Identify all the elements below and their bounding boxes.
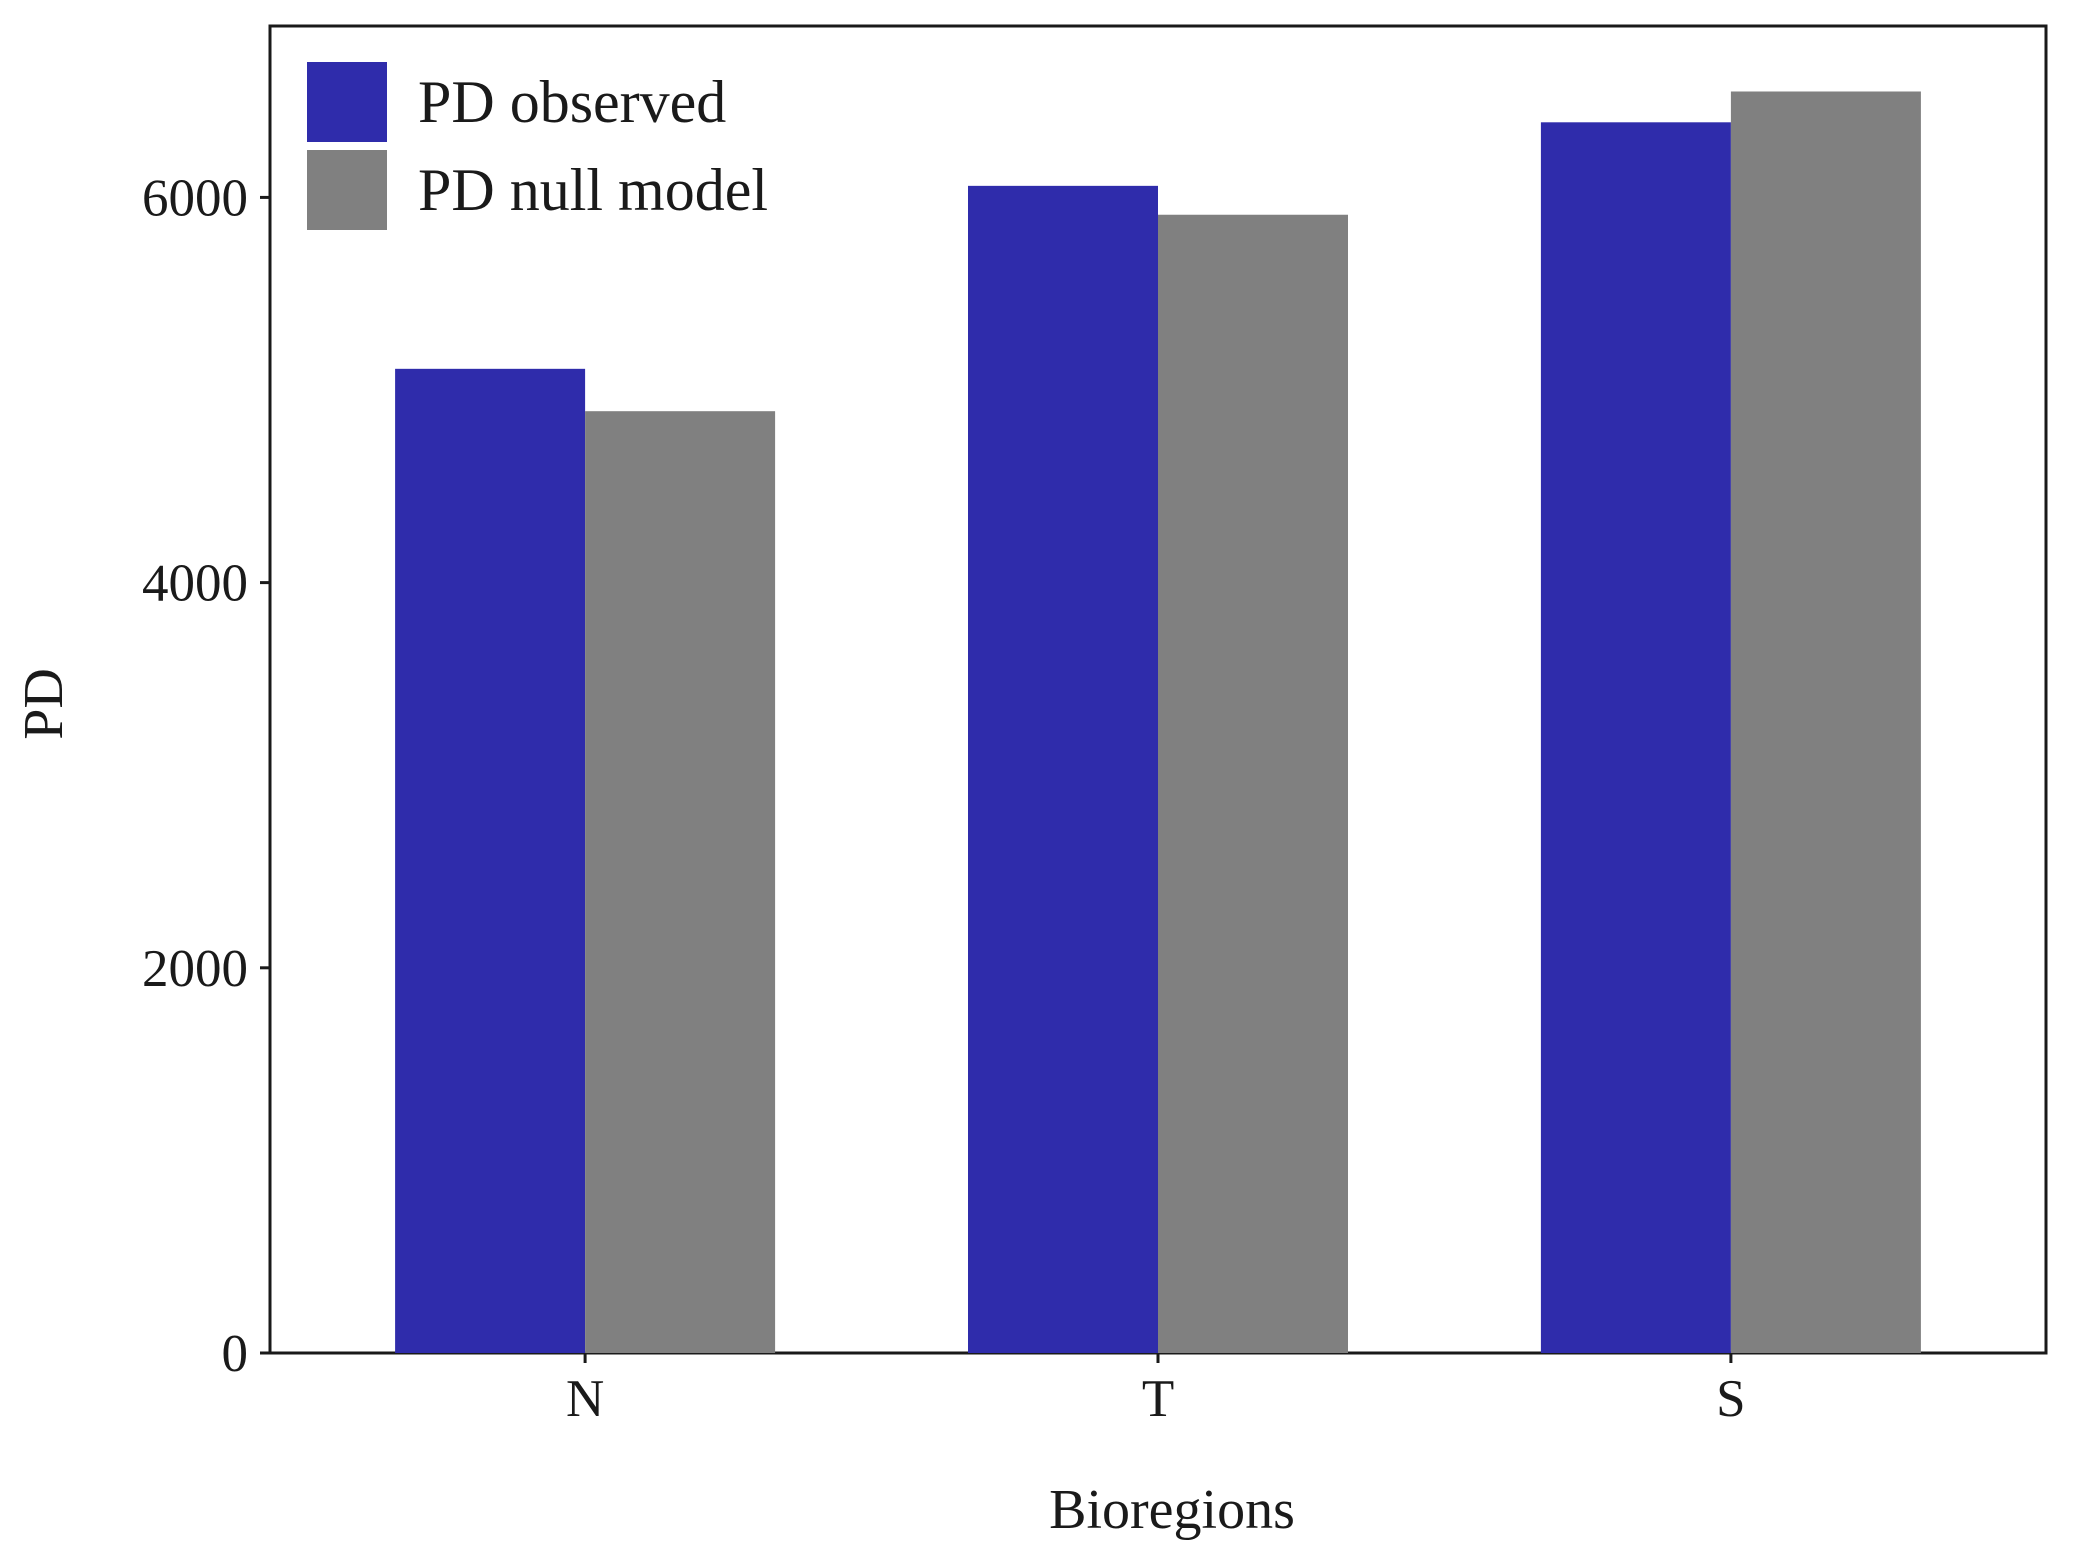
bar-S-null-model: [1730, 91, 1921, 1354]
y-axis: 0 2000 4000 6000: [142, 169, 270, 1383]
legend: PD observed PD null model: [307, 62, 768, 230]
legend-label: PD observed: [418, 69, 726, 135]
y-tick-label: 4000: [142, 555, 248, 613]
bar-N-observed: [395, 368, 586, 1354]
bar-S-observed: [1540, 122, 1731, 1354]
x-tick-label: S: [1716, 1370, 1745, 1428]
bar-T-observed: [968, 185, 1158, 1353]
bar-N-null-model: [585, 411, 776, 1353]
legend-swatch: [307, 62, 387, 142]
x-tick-label: N: [566, 1370, 604, 1428]
x-axis-title: Bioregions: [1049, 1479, 1295, 1541]
x-tick-label: T: [1142, 1370, 1174, 1428]
legend-label: PD null model: [418, 157, 768, 223]
bar-T-null-model: [1158, 214, 1348, 1354]
y-tick-label: 2000: [142, 940, 248, 998]
bars-layer: [395, 91, 1921, 1354]
y-tick-label: 6000: [142, 169, 248, 227]
y-axis-title: PD: [13, 668, 75, 740]
legend-swatch: [307, 150, 387, 230]
y-tick-label: 0: [222, 1325, 249, 1383]
